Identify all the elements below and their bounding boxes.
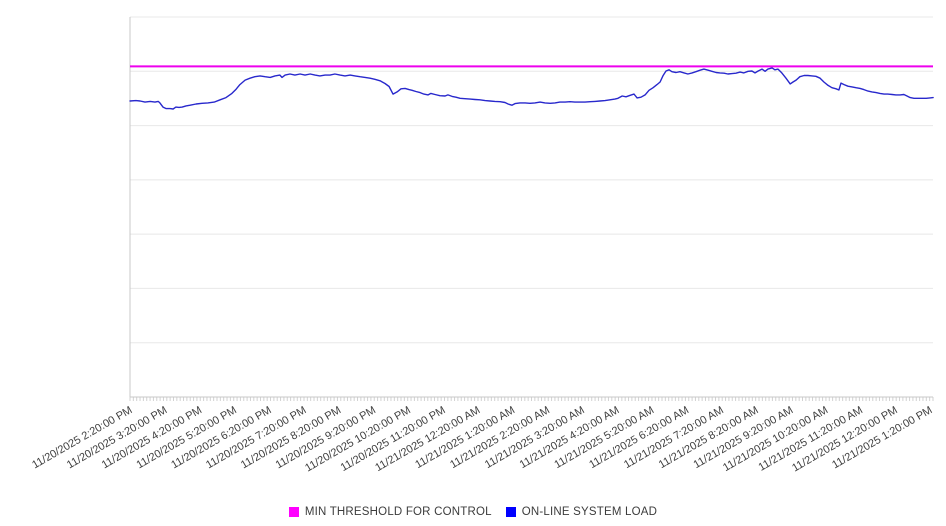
legend-item-min-threshold: MIN THRESHOLD FOR CONTROL bbox=[288, 506, 492, 518]
threshold-legend-label: MIN THRESHOLD FOR CONTROL bbox=[304, 506, 492, 518]
system-load-legend-label: ON-LINE SYSTEM LOAD bbox=[521, 506, 658, 518]
legend-item-system-load: ON-LINE SYSTEM LOAD bbox=[505, 506, 658, 518]
system-load-legend-swatch bbox=[505, 507, 516, 517]
threshold-legend-swatch bbox=[288, 507, 299, 517]
chart-legend: MIN THRESHOLD FOR CONTROL ON-LINE SYSTEM… bbox=[0, 506, 946, 518]
on-line-system-load-line bbox=[129, 67, 934, 110]
